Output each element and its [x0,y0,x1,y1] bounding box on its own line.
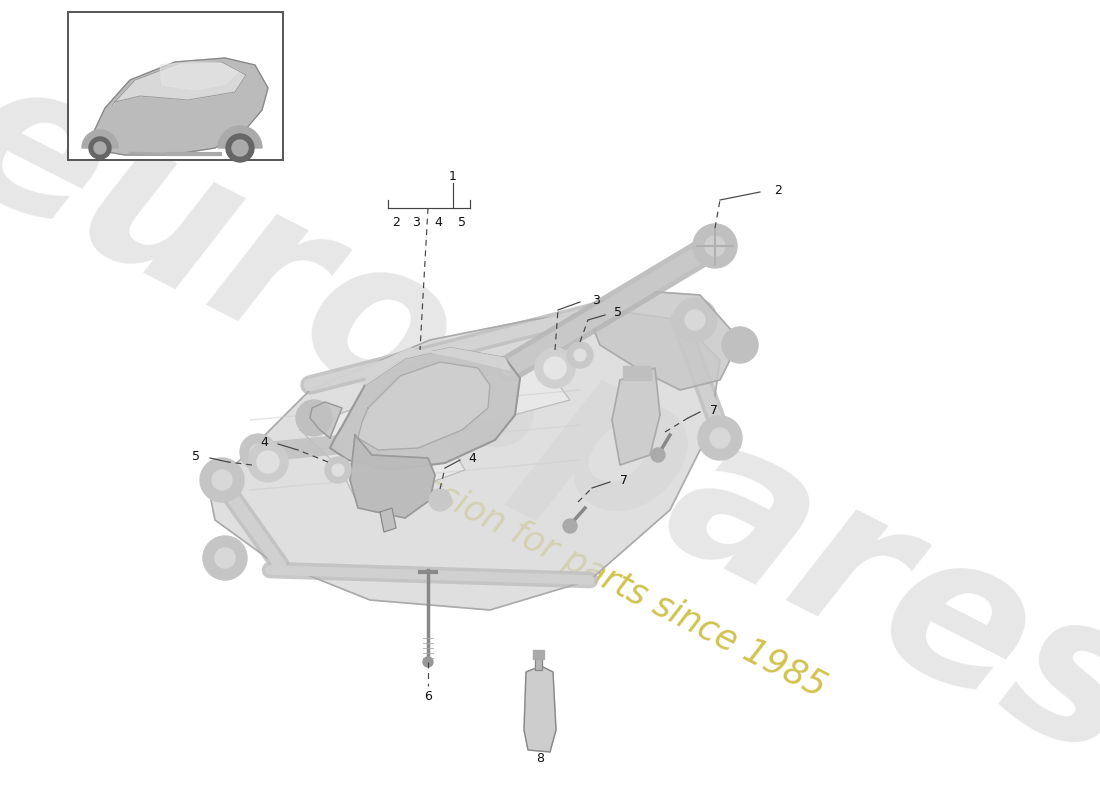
Circle shape [94,142,106,154]
Polygon shape [379,508,396,532]
Text: eurospares: eurospares [0,36,1100,800]
Text: 2: 2 [774,183,782,197]
Polygon shape [210,310,720,610]
Circle shape [200,458,244,502]
Circle shape [722,327,758,363]
Text: 1: 1 [449,170,456,182]
Text: a passion for parts since 1985: a passion for parts since 1985 [349,436,832,704]
Text: 5: 5 [192,450,200,462]
Text: 3: 3 [592,294,600,306]
Text: 2: 2 [392,215,400,229]
Circle shape [424,657,433,667]
Text: 6: 6 [425,690,432,702]
Circle shape [240,434,276,470]
Text: 7: 7 [710,403,718,417]
Text: 5: 5 [614,306,622,319]
Circle shape [248,442,288,482]
Bar [623,366,651,380]
Bar [623,366,651,380]
Circle shape [685,310,705,330]
Text: 4: 4 [468,451,476,465]
Circle shape [89,137,111,159]
Circle shape [232,140,248,156]
Circle shape [257,451,279,473]
Circle shape [566,342,593,368]
Circle shape [563,519,578,533]
Text: 4: 4 [260,435,268,449]
Circle shape [710,428,730,448]
Polygon shape [340,428,465,508]
Polygon shape [612,368,660,465]
Text: 8: 8 [536,751,544,765]
Circle shape [698,416,742,460]
Polygon shape [310,402,342,438]
Polygon shape [88,58,268,155]
Wedge shape [82,130,118,148]
Circle shape [250,444,266,460]
Polygon shape [160,62,238,90]
Text: 4: 4 [434,215,442,229]
Circle shape [212,470,232,490]
Circle shape [535,348,575,388]
Bar [68,12,283,160]
Polygon shape [535,658,542,670]
Circle shape [651,448,666,462]
Circle shape [673,298,717,342]
Text: 3: 3 [412,215,420,229]
Polygon shape [365,348,510,385]
Circle shape [214,548,235,568]
Polygon shape [358,362,490,450]
Circle shape [574,349,586,361]
Polygon shape [350,435,434,518]
Polygon shape [300,390,440,468]
Circle shape [296,400,332,436]
Polygon shape [440,360,570,428]
Polygon shape [112,62,246,105]
Circle shape [544,357,566,379]
Wedge shape [218,126,262,148]
Circle shape [332,464,344,476]
Text: 5: 5 [458,215,466,229]
Circle shape [693,224,737,268]
Circle shape [429,489,451,511]
Text: 7: 7 [620,474,628,486]
Polygon shape [330,348,520,470]
Circle shape [226,134,254,162]
Polygon shape [534,650,544,659]
Polygon shape [590,290,740,390]
Circle shape [324,457,351,483]
Circle shape [705,236,725,256]
Polygon shape [524,665,556,752]
Circle shape [204,536,248,580]
